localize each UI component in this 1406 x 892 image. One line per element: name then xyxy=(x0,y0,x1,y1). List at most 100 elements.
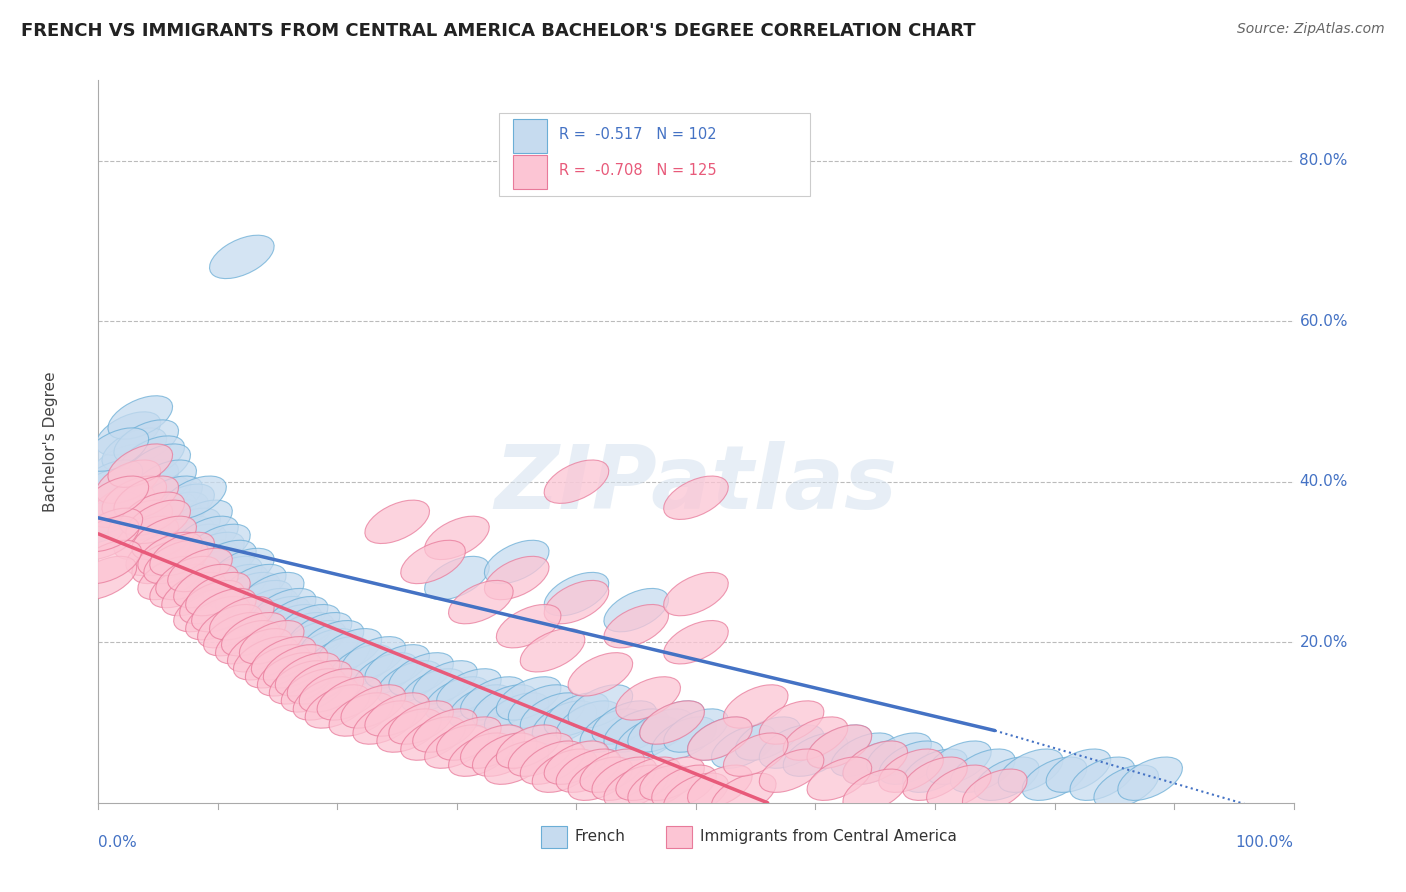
Ellipse shape xyxy=(389,653,453,696)
Ellipse shape xyxy=(138,500,202,543)
Ellipse shape xyxy=(294,629,357,672)
Ellipse shape xyxy=(437,669,501,712)
Ellipse shape xyxy=(449,581,513,624)
Ellipse shape xyxy=(640,701,704,744)
Ellipse shape xyxy=(568,685,633,728)
Ellipse shape xyxy=(640,757,704,800)
Ellipse shape xyxy=(246,597,309,640)
Ellipse shape xyxy=(735,717,800,760)
Ellipse shape xyxy=(84,428,149,471)
Ellipse shape xyxy=(557,701,620,744)
Ellipse shape xyxy=(461,677,524,720)
Ellipse shape xyxy=(868,733,931,776)
Ellipse shape xyxy=(520,741,585,784)
Ellipse shape xyxy=(652,717,716,760)
Ellipse shape xyxy=(568,757,633,800)
Ellipse shape xyxy=(114,460,179,503)
Ellipse shape xyxy=(72,557,136,599)
Ellipse shape xyxy=(162,476,226,519)
Ellipse shape xyxy=(664,476,728,519)
Ellipse shape xyxy=(1046,749,1111,792)
Ellipse shape xyxy=(127,533,190,575)
Ellipse shape xyxy=(167,500,232,543)
Ellipse shape xyxy=(759,701,824,744)
Ellipse shape xyxy=(132,516,197,559)
Ellipse shape xyxy=(342,685,405,728)
Text: FRENCH VS IMMIGRANTS FROM CENTRAL AMERICA BACHELOR'S DEGREE CORRELATION CHART: FRENCH VS IMMIGRANTS FROM CENTRAL AMERIC… xyxy=(21,22,976,40)
Ellipse shape xyxy=(263,597,328,640)
Ellipse shape xyxy=(180,533,245,575)
Ellipse shape xyxy=(198,557,262,599)
Ellipse shape xyxy=(77,492,142,535)
Ellipse shape xyxy=(84,476,149,519)
Ellipse shape xyxy=(204,565,269,607)
Ellipse shape xyxy=(150,484,214,527)
Ellipse shape xyxy=(127,500,190,543)
Ellipse shape xyxy=(263,645,328,688)
Ellipse shape xyxy=(605,589,668,632)
Text: 80.0%: 80.0% xyxy=(1299,153,1348,168)
Ellipse shape xyxy=(963,769,1026,813)
Ellipse shape xyxy=(318,677,381,720)
Ellipse shape xyxy=(120,436,184,479)
Ellipse shape xyxy=(233,589,298,632)
Ellipse shape xyxy=(807,757,872,800)
Ellipse shape xyxy=(544,693,609,736)
Ellipse shape xyxy=(257,605,322,648)
Ellipse shape xyxy=(186,573,250,615)
Ellipse shape xyxy=(366,693,429,736)
Ellipse shape xyxy=(353,653,418,696)
Ellipse shape xyxy=(616,757,681,800)
Ellipse shape xyxy=(132,460,197,503)
Ellipse shape xyxy=(239,573,304,615)
Ellipse shape xyxy=(759,725,824,768)
Ellipse shape xyxy=(485,541,548,583)
Ellipse shape xyxy=(174,565,238,607)
Ellipse shape xyxy=(174,516,238,559)
Ellipse shape xyxy=(807,725,872,768)
Ellipse shape xyxy=(628,709,692,752)
Ellipse shape xyxy=(366,500,429,543)
Ellipse shape xyxy=(437,717,501,760)
Ellipse shape xyxy=(616,717,681,760)
Ellipse shape xyxy=(294,677,357,720)
Ellipse shape xyxy=(664,709,728,752)
Ellipse shape xyxy=(90,484,155,527)
Ellipse shape xyxy=(138,557,202,599)
Ellipse shape xyxy=(592,701,657,744)
Ellipse shape xyxy=(783,733,848,776)
Ellipse shape xyxy=(664,621,728,664)
Ellipse shape xyxy=(831,733,896,776)
Ellipse shape xyxy=(807,725,872,768)
Text: French: French xyxy=(574,830,624,844)
Ellipse shape xyxy=(90,444,155,487)
Text: Source: ZipAtlas.com: Source: ZipAtlas.com xyxy=(1237,22,1385,37)
Ellipse shape xyxy=(520,629,585,672)
Ellipse shape xyxy=(114,516,179,559)
Ellipse shape xyxy=(711,773,776,816)
Ellipse shape xyxy=(616,677,681,720)
Ellipse shape xyxy=(425,677,489,720)
Ellipse shape xyxy=(276,605,340,648)
Ellipse shape xyxy=(950,749,1015,792)
Ellipse shape xyxy=(879,749,943,792)
FancyBboxPatch shape xyxy=(499,112,810,196)
Ellipse shape xyxy=(485,741,548,784)
Ellipse shape xyxy=(581,749,644,792)
Ellipse shape xyxy=(533,701,596,744)
Ellipse shape xyxy=(496,605,561,648)
Text: Bachelor's Degree: Bachelor's Degree xyxy=(44,371,58,512)
Ellipse shape xyxy=(377,661,441,704)
Ellipse shape xyxy=(413,709,477,752)
Ellipse shape xyxy=(287,613,352,656)
Ellipse shape xyxy=(75,468,139,511)
Ellipse shape xyxy=(186,524,250,567)
Ellipse shape xyxy=(270,661,333,704)
Ellipse shape xyxy=(114,420,179,463)
Ellipse shape xyxy=(425,516,489,559)
Ellipse shape xyxy=(974,757,1039,800)
Text: Immigrants from Central America: Immigrants from Central America xyxy=(700,830,956,844)
Ellipse shape xyxy=(557,749,620,792)
Ellipse shape xyxy=(138,533,202,575)
Ellipse shape xyxy=(544,460,609,503)
